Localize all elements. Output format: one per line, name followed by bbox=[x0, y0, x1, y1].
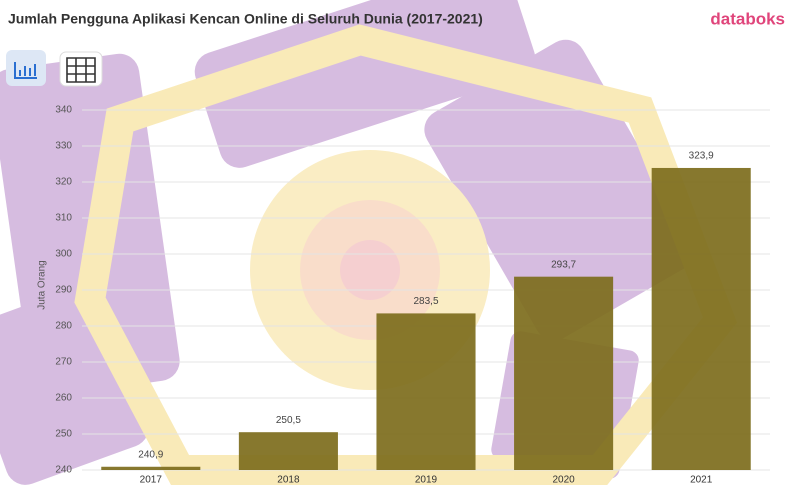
value-label: 250,5 bbox=[276, 415, 301, 426]
x-tick-label: 2018 bbox=[277, 475, 300, 486]
value-label: 283,5 bbox=[413, 296, 438, 307]
y-tick-label: 300 bbox=[55, 249, 72, 260]
chart-title: Jumlah Pengguna Aplikasi Kencan Online d… bbox=[8, 11, 483, 27]
y-tick-label: 270 bbox=[55, 357, 72, 368]
y-tick-label: 340 bbox=[55, 105, 72, 116]
chart-view-button[interactable] bbox=[6, 50, 46, 86]
page: {"chart_data": {"type": "bar", "title": … bbox=[0, 0, 789, 486]
y-tick-label: 280 bbox=[55, 321, 72, 332]
table-view-button[interactable] bbox=[60, 52, 102, 86]
y-tick-label: 260 bbox=[55, 393, 72, 404]
bar bbox=[514, 277, 613, 470]
bar bbox=[101, 467, 200, 470]
x-tick-label: 2019 bbox=[415, 475, 438, 486]
value-label: 323,9 bbox=[689, 151, 714, 162]
x-tick-label: 2017 bbox=[140, 475, 163, 486]
brand-logo: databoks bbox=[710, 9, 785, 28]
x-tick-label: 2021 bbox=[690, 475, 713, 486]
y-tick-label: 290 bbox=[55, 285, 72, 296]
chart: Jumlah Pengguna Aplikasi Kencan Online d… bbox=[0, 0, 789, 486]
value-label: 293,7 bbox=[551, 259, 576, 270]
bar bbox=[239, 432, 338, 470]
value-label: 240,9 bbox=[138, 449, 163, 460]
y-tick-label: 330 bbox=[55, 141, 72, 152]
bar bbox=[652, 168, 751, 470]
y-tick-label: 320 bbox=[55, 177, 72, 188]
y-axis-label: Juta Orang bbox=[37, 260, 48, 309]
y-tick-label: 250 bbox=[55, 429, 72, 440]
bar bbox=[376, 313, 475, 470]
y-tick-label: 310 bbox=[55, 213, 72, 224]
x-tick-label: 2020 bbox=[552, 475, 575, 486]
y-tick-label: 240 bbox=[55, 465, 72, 476]
